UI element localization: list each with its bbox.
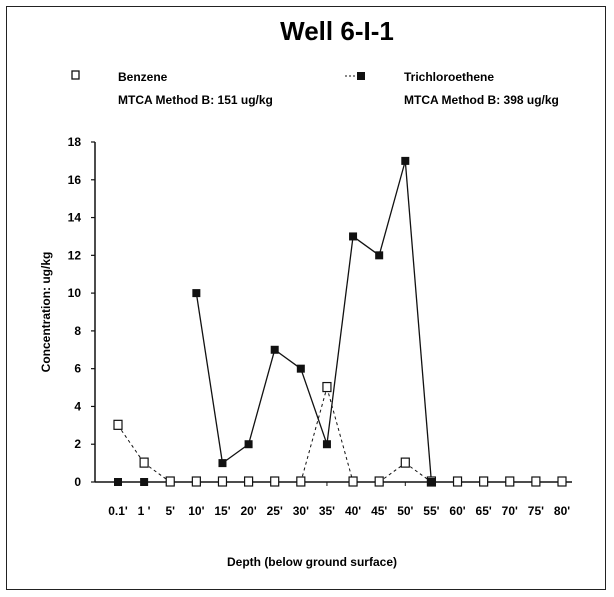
chart-frame	[6, 6, 606, 590]
y-tick-label: 16	[68, 173, 82, 187]
benzene-point	[557, 476, 567, 487]
x-tick-label: 25'	[267, 504, 283, 518]
trichloroethene-point	[192, 289, 201, 298]
x-tick-label: 20'	[240, 504, 256, 518]
x-tick-label: 80'	[554, 504, 570, 518]
trichloroethene-line-segment	[195, 293, 224, 464]
x-tick-label: 75'	[528, 504, 544, 518]
y-ticks: 0 2 4 6 8 10 12 14 16 18	[68, 135, 95, 489]
benzene-point	[322, 381, 332, 393]
x-tick-label: 0.1'	[108, 504, 128, 518]
trichloroethene-point	[244, 440, 253, 449]
benzene-line-segment	[326, 387, 354, 483]
trichloroethene-point	[349, 232, 358, 241]
y-tick-label: 2	[74, 437, 81, 451]
benzene-point	[374, 476, 384, 487]
trichloroethene-line-segment	[274, 349, 302, 370]
benzene-point	[531, 476, 541, 487]
benzene-point	[191, 476, 201, 487]
legend-tce-note: MTCA Method B: 398 ug/kg	[404, 93, 559, 107]
benzene-line-segment	[117, 425, 145, 464]
x-tick-label: 45'	[371, 504, 387, 518]
y-tick-label: 12	[68, 248, 82, 262]
benzene-point	[139, 457, 149, 468]
trichloroethene-line-segment	[222, 443, 249, 464]
benzene-point	[296, 476, 306, 487]
trichloroethene-point	[375, 251, 384, 260]
trichloroethene-line-segment	[247, 349, 276, 445]
benzene-point	[348, 476, 358, 487]
benzene-point	[505, 476, 515, 487]
x-tick-label: 60'	[449, 504, 465, 518]
legend-item-benzene: Benzene MTCA Method B: 151 ug/kg	[71, 70, 273, 107]
benzene-point	[452, 476, 463, 487]
benzene-point	[400, 457, 410, 468]
x-tick-label: 15'	[214, 504, 230, 518]
y-tick-label: 18	[68, 135, 82, 149]
benzene-point	[217, 476, 228, 487]
legend-item-trichloroethene: Trichloroethene MTCA Method B: 398 ug/kg	[345, 70, 559, 107]
legend-benzene-note: MTCA Method B: 151 ug/kg	[118, 93, 273, 107]
series-lines	[117, 160, 433, 483]
trichloroethene-line-segment	[352, 235, 380, 256]
x-tick-label: 30'	[293, 504, 309, 518]
trichloroethene-line-segment	[404, 160, 433, 483]
series-points	[113, 156, 567, 487]
x-tick-label: 1 '	[138, 504, 151, 518]
trichloroethene-line-segment	[300, 368, 328, 445]
x-axis-label: Depth (below ground surface)	[227, 555, 397, 569]
legend-benzene-marker	[71, 70, 80, 80]
y-tick-label: 8	[74, 324, 81, 338]
x-tick-label: 65'	[476, 504, 492, 518]
x-tick-label: 35'	[319, 504, 335, 518]
x-ticks: 0.1' 1 ' 5' 10' 15' 20' 25' 30' 35' 40' 45' 50' 55' 6…	[108, 482, 570, 518]
legend: Benzene MTCA Method B: 151 ug/kg Trichlo…	[71, 70, 559, 107]
trichloroethene-point	[140, 478, 149, 486]
x-tick-label: 10'	[188, 504, 204, 518]
legend-benzene-label: Benzene	[118, 70, 168, 84]
x-tick-label: 55'	[423, 504, 439, 518]
trichloroethene-point	[296, 364, 305, 373]
trichloroethene-point	[401, 156, 410, 165]
x-tick-label: 5'	[165, 504, 175, 518]
y-tick-label: 6	[74, 362, 81, 376]
trichloroethene-line-segment	[326, 236, 354, 445]
y-axis-label: Concentration: ug/kg	[39, 252, 53, 373]
y-tick-label: 10	[68, 286, 82, 300]
benzene-point	[270, 476, 280, 487]
benzene-point	[165, 476, 175, 487]
trichloroethene-point	[218, 459, 227, 468]
chart-title: Well 6-I-1	[280, 16, 394, 46]
x-tick-label: 50'	[397, 504, 413, 518]
trichloroethene-point	[427, 478, 436, 486]
trichloroethene-point	[270, 345, 279, 354]
trichloroethene-point	[114, 478, 122, 486]
legend-tce-label: Trichloroethene	[404, 70, 494, 84]
y-tick-label: 0	[74, 475, 81, 489]
x-tick-label: 40'	[345, 504, 361, 518]
trichloroethene-line-segment	[378, 160, 406, 256]
benzene-line-segment	[300, 387, 328, 483]
y-tick-label: 4	[74, 399, 81, 413]
benzene-point	[113, 419, 123, 430]
x-tick-label: 70'	[502, 504, 518, 518]
benzene-point	[479, 476, 489, 487]
benzene-point	[243, 476, 254, 487]
trichloroethene-point	[322, 440, 331, 449]
legend-tce-marker	[357, 72, 365, 80]
y-tick-label: 14	[68, 211, 82, 225]
